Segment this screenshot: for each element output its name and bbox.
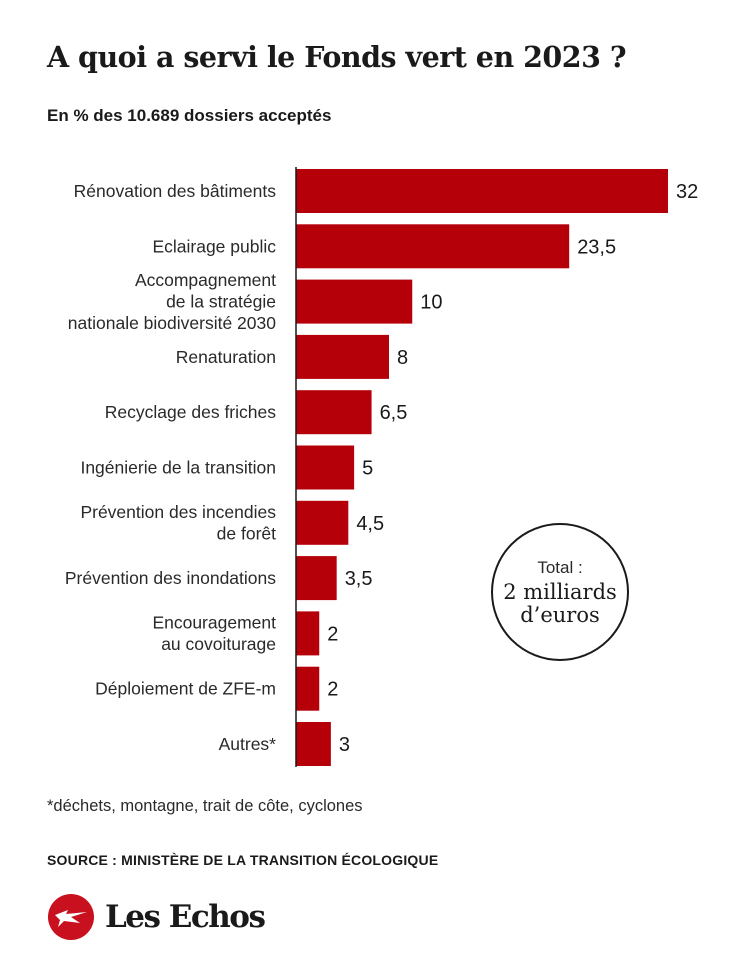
bar-9 [296, 666, 320, 711]
bar-10 [296, 722, 331, 766]
total-value: 2 milliards d’euros [503, 579, 617, 627]
value-label-10: 3 [339, 734, 350, 756]
category-label-0: Rénovation des bâtiments [74, 181, 277, 201]
bar-2 [296, 279, 413, 324]
category-label-8: Encouragement au covoiturage [152, 613, 276, 655]
footnote: *déchets, montagne, trait de côte, cyclo… [47, 797, 363, 815]
value-label-3: 8 [397, 347, 408, 369]
brand-logo-block: Les Echos [47, 893, 266, 941]
logo-emblem [55, 910, 87, 927]
source-line: SOURCE : MINISTÈRE DE LA TRANSITION ÉCOL… [47, 852, 439, 868]
bar-0 [296, 169, 668, 213]
category-label-9: Déploiement de ZFE-m [95, 679, 276, 699]
les-echos-globe-logo [48, 894, 94, 940]
bar-1 [296, 224, 570, 269]
category-label-5: Ingénierie de la transition [80, 458, 276, 478]
total-annotation-circle: Total : 2 milliards d’euros [491, 523, 629, 661]
value-label-7: 3,5 [345, 568, 373, 590]
value-label-2: 10 [420, 292, 442, 314]
bar-5 [296, 445, 355, 490]
category-label-4: Recyclage des friches [105, 402, 276, 422]
value-label-4: 6,5 [380, 402, 408, 424]
value-label-5: 5 [362, 458, 373, 480]
value-label-1: 23,5 [577, 236, 616, 258]
category-label-1: Eclairage public [152, 236, 276, 256]
chart-subtitle: En % des 10.689 dossiers acceptés [47, 106, 332, 125]
brand-name: Les Echos [105, 899, 266, 935]
category-label-7: Prévention des inondations [65, 568, 276, 588]
bar-6 [296, 500, 349, 545]
total-label: Total : [537, 557, 583, 577]
bar-3 [296, 334, 389, 379]
chart-title: A quoi a servi le Fonds vert en 2023 ? [47, 40, 627, 74]
value-label-6: 4,5 [356, 513, 384, 535]
value-label-0: 32 [676, 181, 698, 203]
bar-8 [296, 611, 320, 656]
category-label-6: Prévention des incendies de forêt [80, 502, 276, 544]
category-label-2: Accompagnement de la stratégie nationale b… [68, 270, 276, 333]
value-label-8: 2 [327, 623, 338, 645]
bar-4 [296, 390, 372, 435]
bar-7 [296, 556, 337, 601]
value-label-9: 2 [327, 679, 338, 701]
category-label-10: Autres* [219, 734, 277, 754]
category-label-3: Renaturation [176, 347, 276, 367]
